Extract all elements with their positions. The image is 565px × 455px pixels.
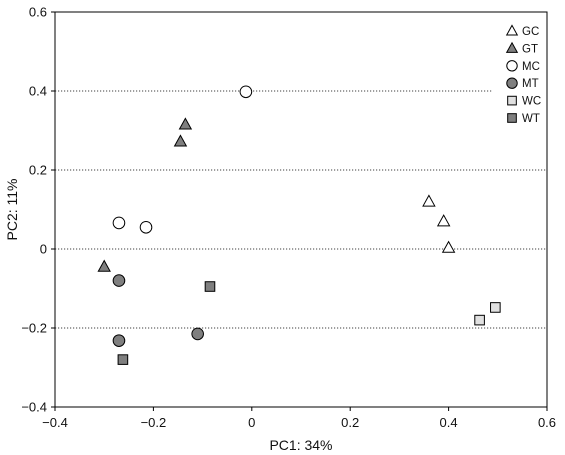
legend-label-gc: GC [522,26,539,38]
plot-frame [54,11,548,408]
legend-marker-mt [506,77,518,89]
y-tick-label: 0 [40,242,47,257]
x-axis: −0.4 −0.2 0 0.2 0.4 0.6 [42,407,556,430]
legend-marker-gt [505,41,519,53]
y-tick-label: 0.6 [29,5,47,20]
point-wc [474,314,485,326]
y-axis-title: PC2: 11% [4,179,20,241]
y-tick-label: 0.2 [29,163,47,178]
legend-label-mt: MT [522,78,539,90]
point-wt [117,354,129,365]
y-tick-label: −0.2 [21,321,47,336]
legend-marker-mc [506,60,518,72]
x-tick-label: 0.2 [341,415,359,430]
legend-marker-gc [505,24,519,36]
point-gt [178,117,193,130]
y-tick-label: −0.4 [21,400,47,415]
point-mc [112,216,126,230]
legend: GC GT MC MT WC WT [505,24,541,125]
legend-label-wt: WT [522,113,540,125]
gridlines [55,90,547,329]
point-gt [97,259,111,272]
legend-label-mc: MC [522,61,540,73]
x-tick-label: 0.6 [538,415,556,430]
x-tick-label: 0.4 [440,415,458,430]
x-tick-label: −0.4 [42,415,68,430]
legend-marker-wc [507,95,517,106]
y-tick-label: 0.4 [29,84,47,99]
point-mt [112,334,126,347]
data-points [97,85,501,365]
point-gc [422,194,436,207]
x-axis-title: PC1: 34% [269,437,332,453]
legend-marker-wt [507,113,517,123]
point-wc [490,302,501,313]
point-gt [173,134,188,147]
point-mt [112,274,126,287]
point-mc [139,220,153,234]
point-gc [441,240,456,253]
x-tick-label: −0.2 [141,415,167,430]
point-mt [191,327,204,341]
point-wt [204,281,216,292]
point-gc [436,214,451,227]
legend-label-gt: GT [522,43,538,55]
point-mc [239,85,253,99]
y-axis: −0.4 −0.2 0 0.2 0.4 0.6 [21,5,55,415]
x-tick-label: 0 [248,415,255,430]
legend-label-wc: WC [522,96,541,108]
